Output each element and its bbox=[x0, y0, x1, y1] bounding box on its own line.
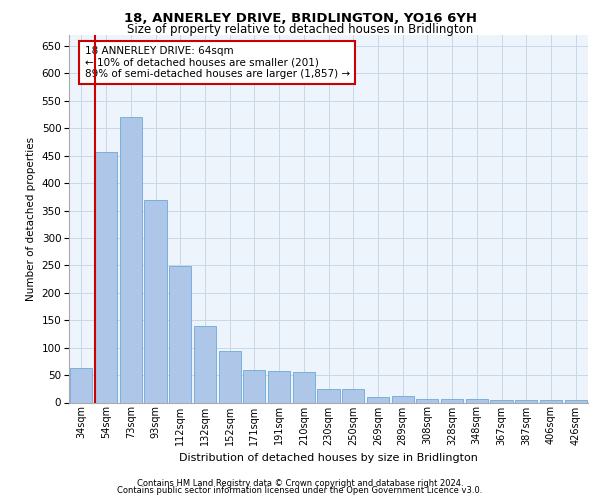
Bar bbox=[194, 326, 216, 402]
Text: Size of property relative to detached houses in Bridlington: Size of property relative to detached ho… bbox=[127, 22, 473, 36]
Y-axis label: Number of detached properties: Number of detached properties bbox=[26, 136, 36, 301]
Bar bbox=[416, 398, 439, 402]
X-axis label: Distribution of detached houses by size in Bridlington: Distribution of detached houses by size … bbox=[179, 453, 478, 463]
Bar bbox=[119, 118, 142, 403]
Bar bbox=[565, 400, 587, 402]
Bar bbox=[515, 400, 538, 402]
Bar bbox=[268, 371, 290, 402]
Bar bbox=[218, 352, 241, 403]
Bar bbox=[490, 400, 512, 402]
Bar bbox=[243, 370, 265, 402]
Text: 18 ANNERLEY DRIVE: 64sqm
← 10% of detached houses are smaller (201)
89% of semi-: 18 ANNERLEY DRIVE: 64sqm ← 10% of detach… bbox=[85, 46, 350, 79]
Text: 18, ANNERLEY DRIVE, BRIDLINGTON, YO16 6YH: 18, ANNERLEY DRIVE, BRIDLINGTON, YO16 6Y… bbox=[124, 12, 476, 26]
Bar bbox=[70, 368, 92, 402]
Text: Contains HM Land Registry data © Crown copyright and database right 2024.: Contains HM Land Registry data © Crown c… bbox=[137, 478, 463, 488]
Bar bbox=[392, 396, 414, 402]
Bar bbox=[293, 372, 315, 402]
Bar bbox=[441, 399, 463, 402]
Bar bbox=[317, 389, 340, 402]
Bar bbox=[95, 152, 117, 403]
Bar bbox=[342, 390, 364, 402]
Bar bbox=[466, 399, 488, 402]
Bar bbox=[540, 400, 562, 402]
Bar bbox=[145, 200, 167, 402]
Bar bbox=[169, 266, 191, 402]
Text: Contains public sector information licensed under the Open Government Licence v3: Contains public sector information licen… bbox=[118, 486, 482, 495]
Bar bbox=[367, 397, 389, 402]
